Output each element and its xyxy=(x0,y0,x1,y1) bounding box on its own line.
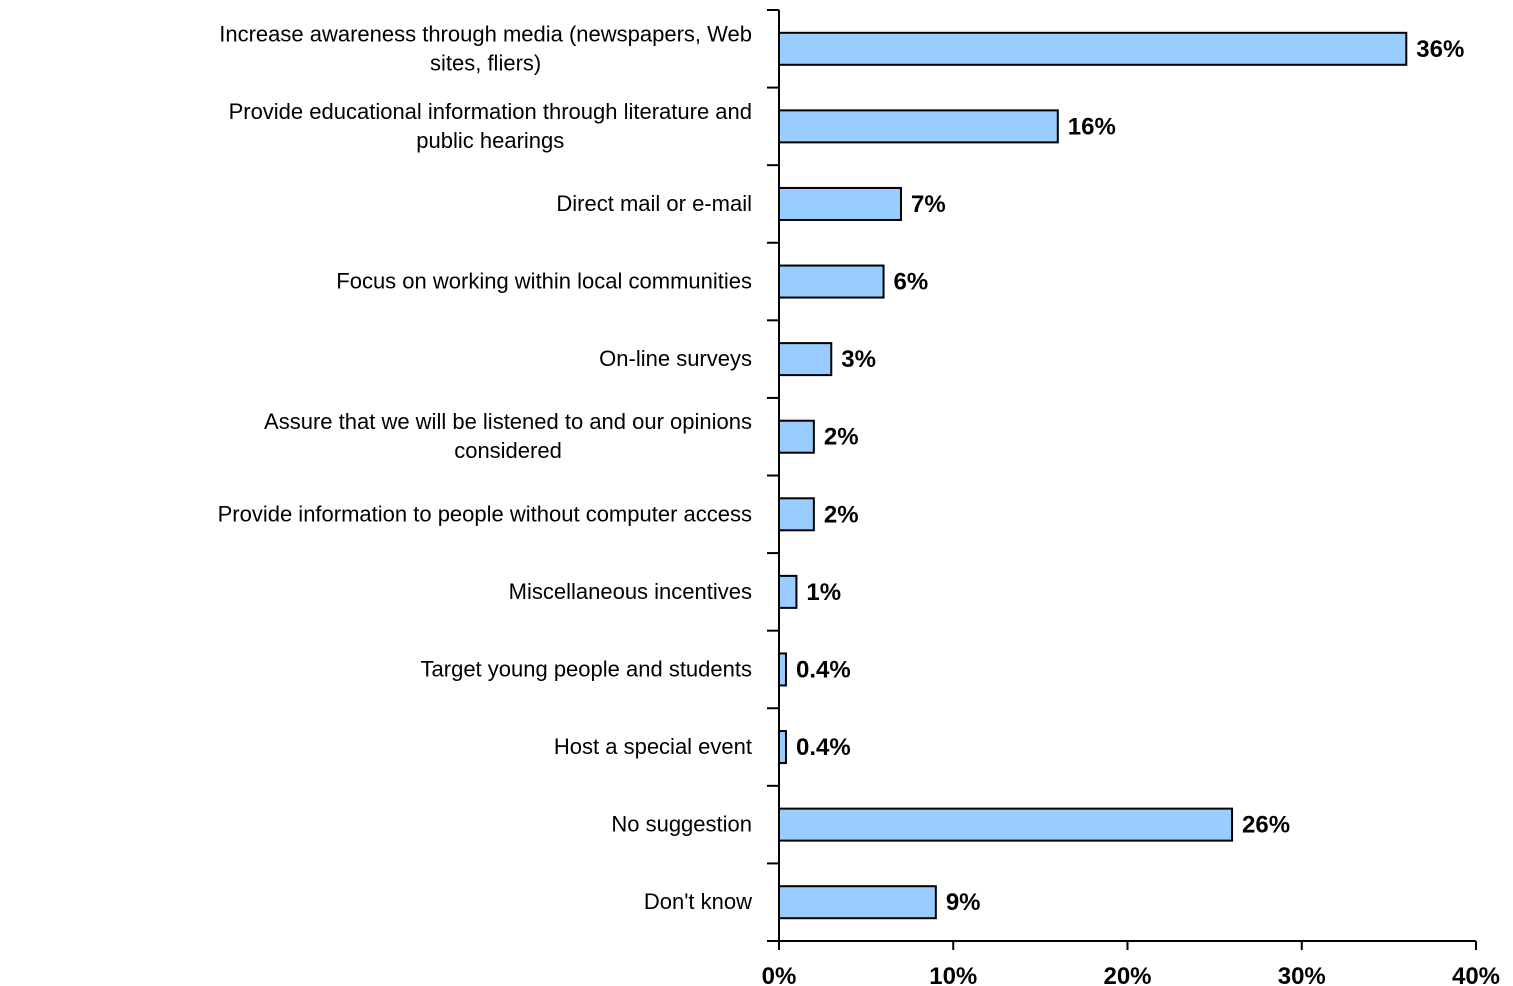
category-label-line: Host a special event xyxy=(554,734,752,759)
category-label-line: On-line surveys xyxy=(599,346,752,371)
category-label-5: Assure that we will be listened to and o… xyxy=(264,409,752,463)
value-label-1: 16% xyxy=(1068,113,1116,140)
category-label-11: Don't know xyxy=(644,889,752,914)
category-label-line: Miscellaneous incentives xyxy=(509,579,752,604)
x-tick-label: 0% xyxy=(762,963,797,986)
category-label-line: Direct mail or e-mail xyxy=(556,191,752,216)
bar-1 xyxy=(778,109,1059,144)
category-label-9: Host a special event xyxy=(554,734,752,759)
value-label-3: 6% xyxy=(894,269,929,296)
category-label-line: sites, fliers) xyxy=(430,50,541,75)
value-label-0: 36% xyxy=(1416,36,1464,63)
value-label-4: 3% xyxy=(841,346,876,373)
bar-11 xyxy=(778,885,937,920)
category-label-1: Provide educational information through … xyxy=(229,99,752,153)
category-label-line: Provide educational information through … xyxy=(229,99,752,124)
bars xyxy=(778,31,1408,920)
category-label-line: Focus on working within local communitie… xyxy=(336,269,752,294)
bar-4 xyxy=(778,342,833,377)
category-label-3: Focus on working within local communitie… xyxy=(336,269,752,294)
value-label-7: 1% xyxy=(806,579,841,606)
value-label-9: 0.4% xyxy=(796,734,851,761)
bar-5 xyxy=(778,419,815,454)
value-labels: 36% 16% 7% 6% 3% 2% 2% 1% 0.4% 0.4% 26% 9% xyxy=(796,36,1464,916)
category-label-10: No suggestion xyxy=(611,812,752,837)
category-label-line: Assure that we will be listened to and o… xyxy=(264,409,752,434)
x-tick-label: 10% xyxy=(929,963,977,986)
category-label-line: No suggestion xyxy=(611,812,752,837)
category-label-line: Increase awareness through media (newspa… xyxy=(219,21,752,46)
value-label-2: 7% xyxy=(911,191,946,218)
y-axis-ticks xyxy=(767,9,779,942)
category-label-line: public hearings xyxy=(416,128,564,153)
bar-10 xyxy=(778,807,1234,842)
category-label-6: Provide information to people without co… xyxy=(218,501,752,526)
category-label-4: On-line surveys xyxy=(599,346,752,371)
category-label-2: Direct mail or e-mail xyxy=(556,191,752,216)
x-axis-ticks: 0% 10% 20% 30% 40% xyxy=(762,941,1500,986)
value-label-6: 2% xyxy=(824,501,859,528)
x-tick-label: 30% xyxy=(1278,963,1326,986)
bar-8 xyxy=(778,652,787,687)
category-label-line: Target young people and students xyxy=(421,656,752,681)
category-label-7: Miscellaneous incentives xyxy=(509,579,752,604)
category-label-line: Provide information to people without co… xyxy=(218,501,752,526)
category-label-line: considered xyxy=(454,438,562,463)
value-label-5: 2% xyxy=(824,424,859,451)
x-tick-label: 40% xyxy=(1452,963,1500,986)
value-label-8: 0.4% xyxy=(796,656,851,683)
x-tick-label: 20% xyxy=(1103,963,1151,986)
bar-0 xyxy=(778,31,1408,66)
bar-6 xyxy=(778,497,815,532)
category-label-0: Increase awareness through media (newspa… xyxy=(219,21,752,75)
axes xyxy=(778,10,1476,942)
bar-9 xyxy=(778,730,787,765)
value-label-11: 9% xyxy=(946,889,981,916)
bar-3 xyxy=(778,264,885,299)
bar-2 xyxy=(778,186,902,221)
category-label-8: Target young people and students xyxy=(421,656,752,681)
bar-7 xyxy=(778,574,798,609)
category-label-line: Don't know xyxy=(644,889,752,914)
category-labels: Increase awareness through media (newspa… xyxy=(218,21,753,914)
value-label-10: 26% xyxy=(1242,812,1290,839)
